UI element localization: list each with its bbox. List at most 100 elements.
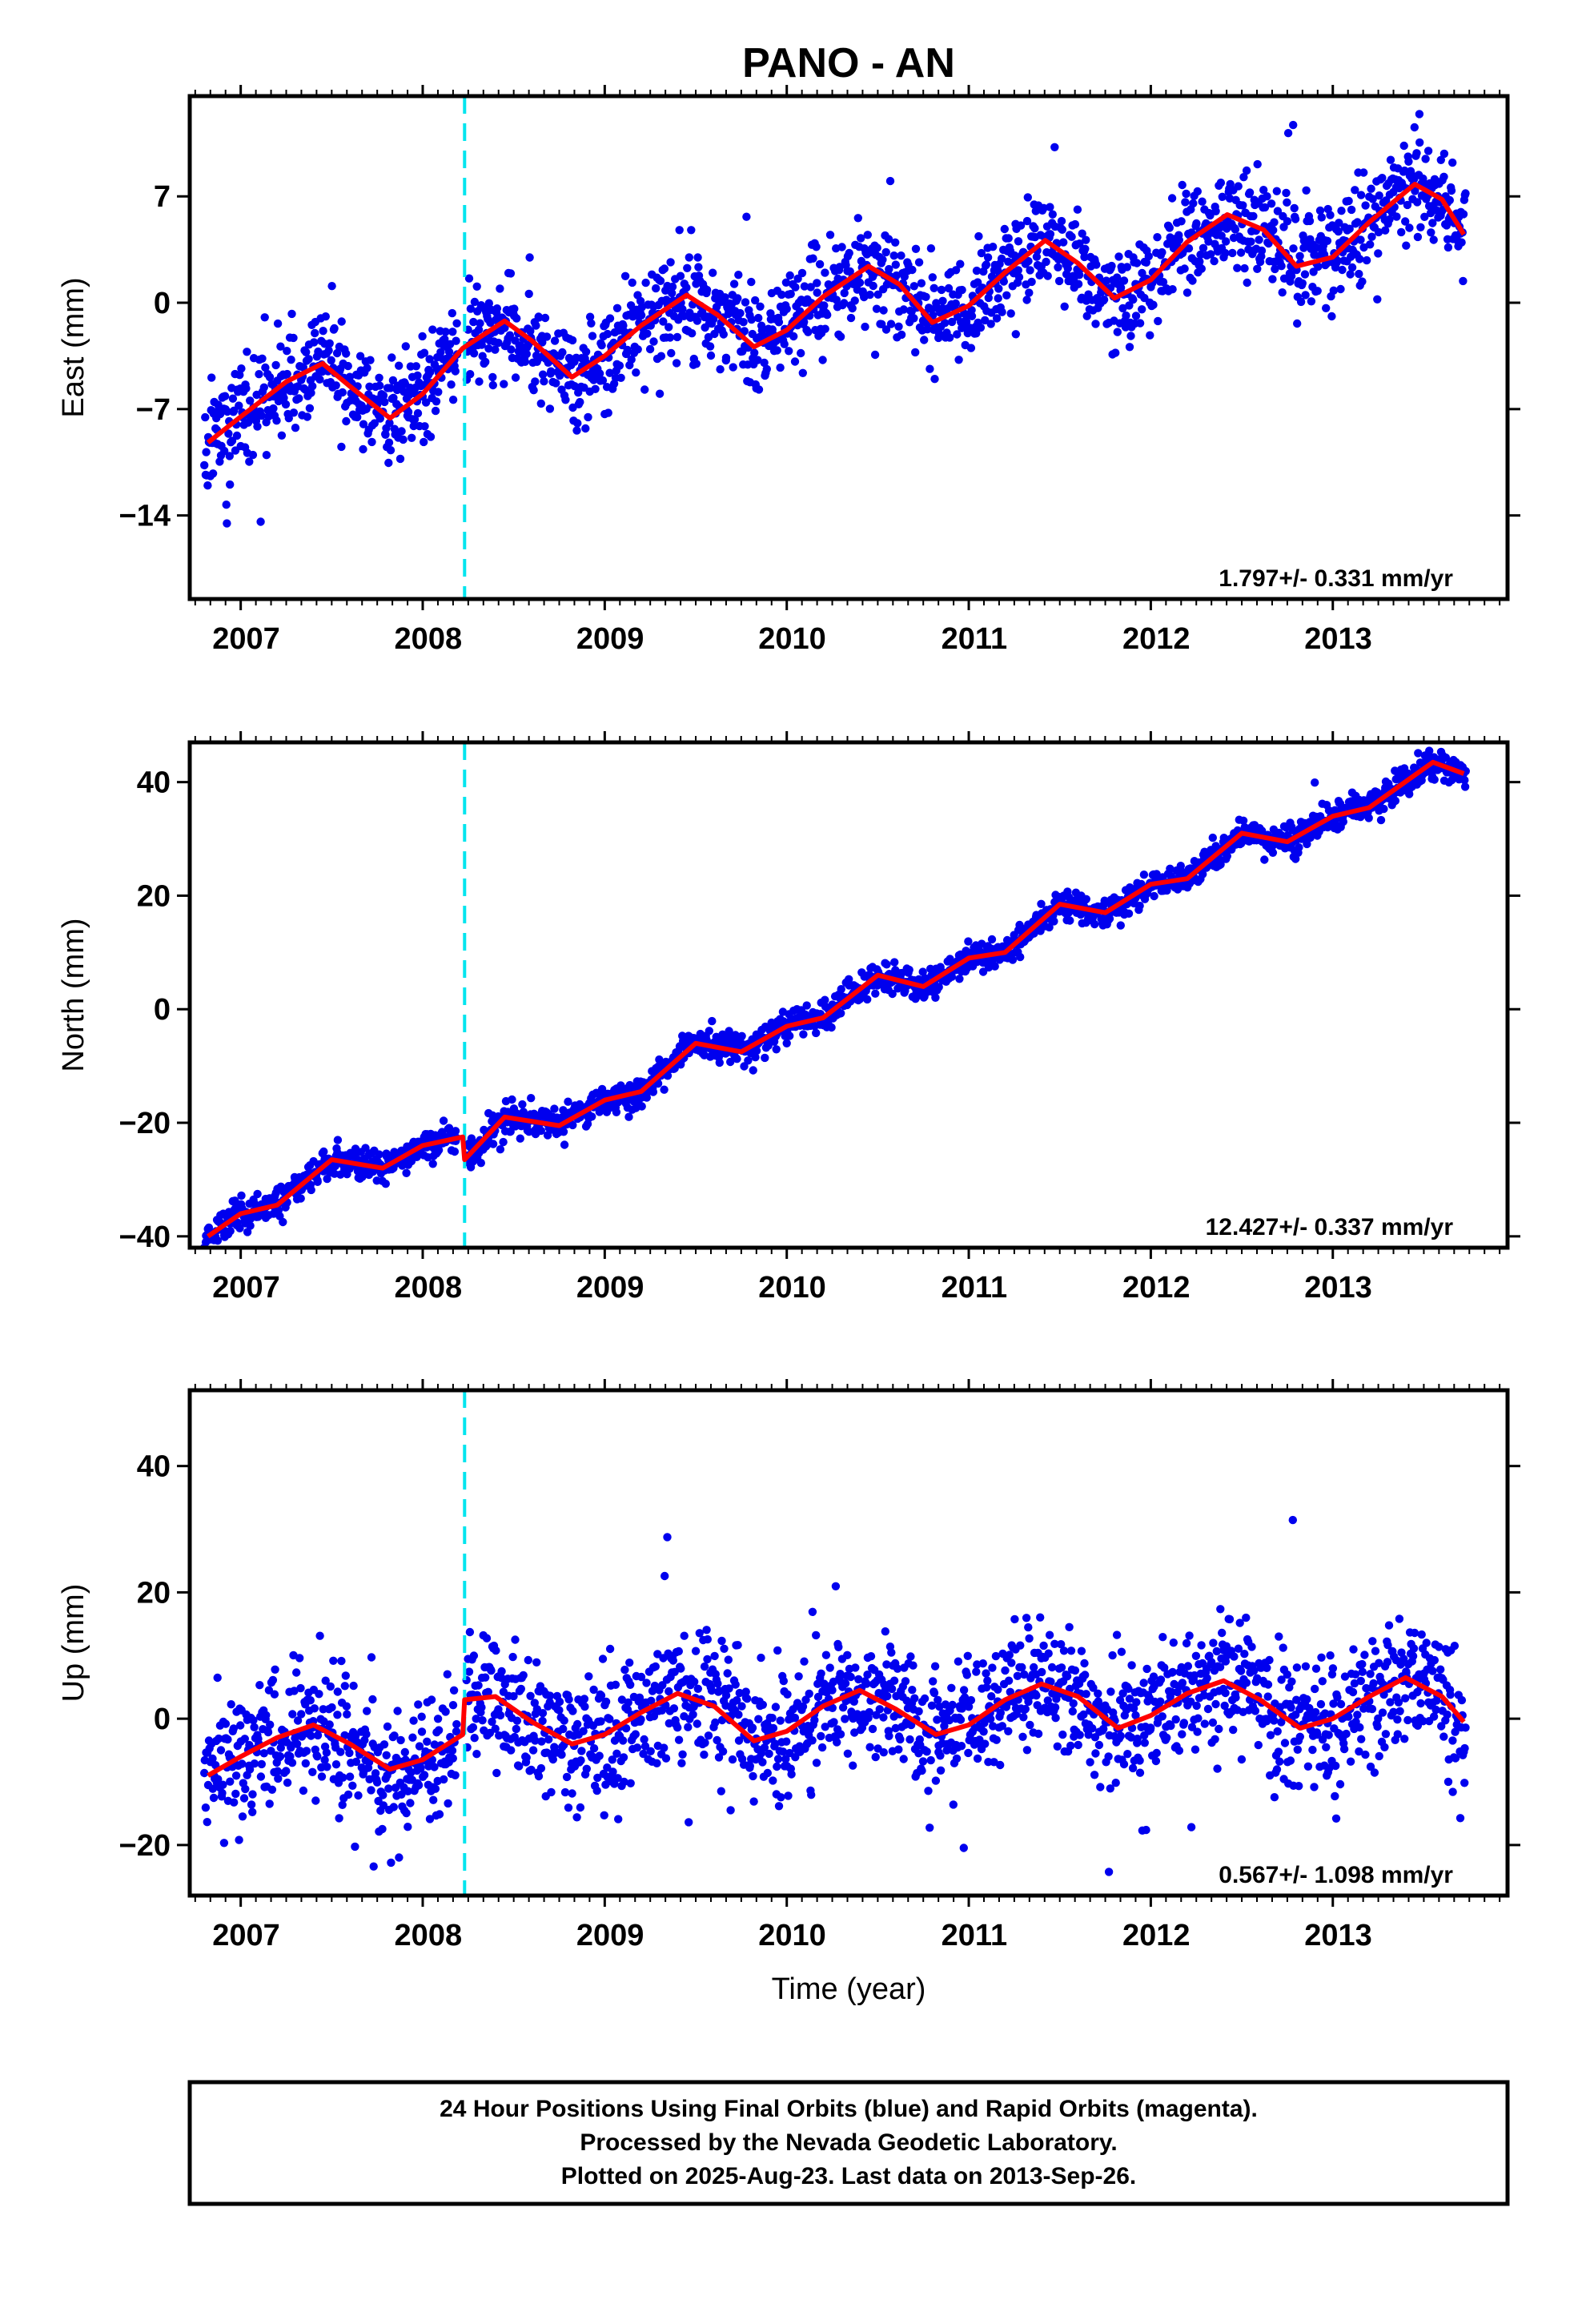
east-data-point — [524, 289, 533, 299]
up-data-point — [576, 1756, 585, 1765]
east-data-point — [966, 344, 976, 352]
east-data-point — [475, 377, 484, 386]
east-data-point — [425, 355, 434, 364]
east-data-point — [576, 397, 584, 407]
north-data-point — [536, 1126, 545, 1136]
east-data-point — [321, 312, 330, 321]
north-data-point — [1303, 839, 1311, 849]
up-data-point — [345, 1748, 354, 1758]
up-data-point — [702, 1626, 711, 1634]
east-data-point — [469, 317, 478, 327]
up-data-point — [512, 1716, 522, 1725]
north-data-point — [496, 1145, 505, 1154]
up-data-point — [665, 1687, 673, 1696]
north-data-point — [761, 1053, 769, 1063]
up-data-point — [301, 1759, 310, 1768]
north-data-point — [1460, 776, 1469, 785]
up-data-point — [496, 1711, 505, 1720]
east-data-point — [1014, 272, 1024, 282]
up-data-point — [402, 1808, 411, 1818]
east-data-point — [1362, 255, 1371, 265]
up-data-point — [603, 1763, 612, 1772]
east-data-point — [327, 356, 335, 365]
east-data-point — [760, 358, 769, 368]
up-data-point — [564, 1695, 573, 1704]
up-data-point — [665, 1719, 673, 1728]
east-data-point — [881, 247, 890, 257]
up-data-point — [478, 1716, 487, 1725]
up-data-point — [329, 1656, 338, 1665]
north-data-point — [333, 1136, 343, 1144]
east-data-point — [1344, 196, 1353, 206]
north-y-tick-label: −40 — [119, 1220, 171, 1254]
east-data-point — [418, 332, 427, 341]
east-data-point — [380, 397, 389, 407]
north-data-point — [1045, 923, 1054, 932]
north-data-point — [812, 1028, 821, 1038]
east-data-point — [289, 408, 299, 417]
east-data-point — [665, 323, 673, 332]
up-data-point — [580, 1695, 589, 1703]
east-data-point — [1082, 312, 1091, 320]
up-data-point — [379, 1740, 389, 1749]
east-data-point — [660, 264, 669, 273]
up-data-point — [387, 1858, 396, 1868]
east-data-point — [1277, 262, 1286, 271]
east-data-point — [693, 316, 702, 325]
east-data-point — [474, 325, 484, 334]
up-data-point — [684, 1723, 693, 1731]
east-data-point — [785, 347, 793, 356]
east-data-point — [434, 388, 443, 396]
up-data-point — [371, 1769, 380, 1778]
up-data-point — [472, 1715, 480, 1723]
east-data-point — [1146, 331, 1154, 340]
up-data-point — [717, 1636, 726, 1646]
east-data-point — [645, 344, 655, 354]
north-data-point — [508, 1095, 516, 1104]
east-data-point — [603, 329, 612, 339]
up-data-point — [231, 1789, 240, 1799]
east-data-point — [1198, 197, 1207, 206]
east-data-point — [271, 360, 280, 370]
up-data-point — [596, 1717, 605, 1726]
up-data-point — [582, 1764, 591, 1773]
up-data-point — [673, 1723, 682, 1732]
up-data-point — [734, 1710, 743, 1719]
up-data-point — [238, 1759, 247, 1768]
up-data-point — [608, 1767, 617, 1776]
north-data-point — [235, 1224, 244, 1232]
up-data-point — [351, 1757, 361, 1767]
up-data-point — [560, 1716, 568, 1725]
east-data-point — [375, 414, 384, 423]
up-data-point — [725, 1684, 733, 1693]
east-data-point — [1222, 237, 1231, 246]
up-data-point — [449, 1686, 459, 1695]
east-data-point — [1300, 270, 1310, 279]
up-data-point — [669, 1704, 679, 1713]
up-data-point — [470, 1734, 479, 1743]
east-x-tick-label: 2012 — [1122, 622, 1191, 656]
east-data-point — [1153, 233, 1162, 242]
east-data-point — [753, 356, 762, 364]
east-data-point — [1278, 288, 1287, 297]
east-data-point — [1192, 219, 1201, 228]
east-data-point — [751, 296, 760, 305]
up-data-point — [379, 1791, 387, 1799]
east-data-point — [538, 338, 547, 347]
east-data-point — [1113, 273, 1122, 282]
east-data-point — [1334, 227, 1343, 236]
east-data-point — [1273, 207, 1283, 215]
east-rate-label: 1.797+/- 0.331 mm/yr — [1219, 565, 1453, 592]
east-data-point — [865, 290, 874, 300]
up-data-point — [592, 1786, 601, 1795]
up-data-point — [733, 1641, 742, 1650]
up-data-point — [339, 1773, 347, 1782]
up-data-point — [270, 1690, 279, 1699]
east-data-point — [1027, 277, 1036, 287]
up-data-point — [341, 1671, 350, 1680]
north-data-point — [918, 967, 927, 976]
up-data-point — [700, 1662, 709, 1671]
east-data-point — [972, 329, 981, 338]
